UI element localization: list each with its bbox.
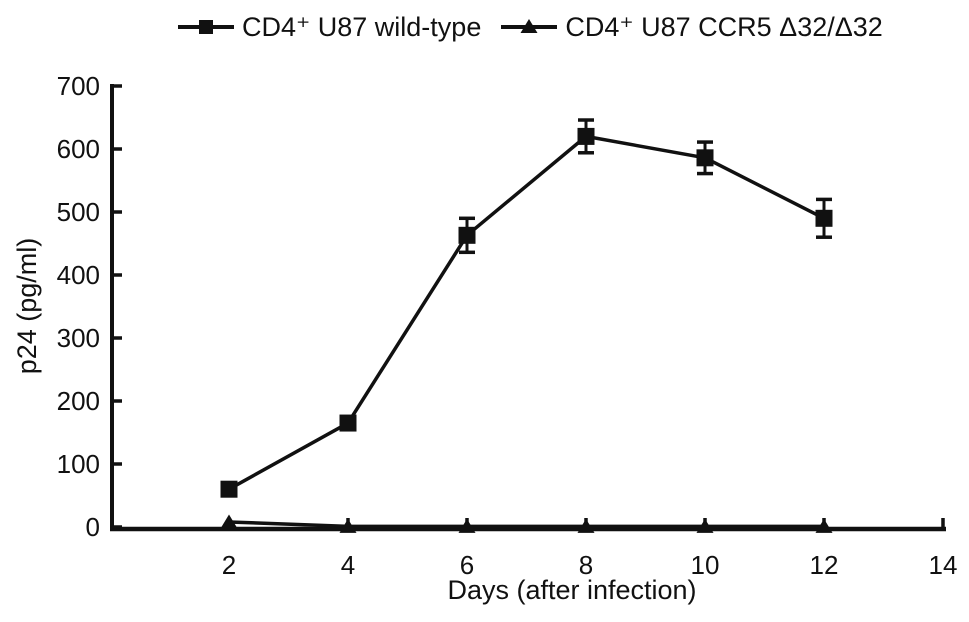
series-line [228,520,824,529]
triangle-marker-icon [501,19,558,33]
y-tick-label: 700 [57,71,100,101]
data-point-square [577,127,595,145]
y-tick-label: 200 [57,386,100,416]
legend-label-ccr5: CD4⁺ U87 CCR5 Δ32/Δ32 [565,11,883,42]
data-point-triangle [458,518,476,533]
y-tick-label: 400 [57,260,100,290]
data-point-square [696,149,714,167]
x-tick-label: 14 [929,550,958,580]
x-tick-label: 8 [579,550,593,580]
series-line [228,134,825,491]
data-point-square [815,209,833,227]
y-tick-label: 500 [57,197,100,227]
x-tick-label: 4 [341,550,355,580]
x-tick-label: 12 [810,550,839,580]
y-tick-label: 300 [57,323,100,353]
y-tick-label: 100 [57,449,100,479]
legend-label-wild-type: CD4⁺ U87 wild-type [242,11,482,42]
x-tick-label: 6 [460,550,474,580]
data-point-triangle [696,518,714,533]
x-tick-label: 10 [691,550,720,580]
y-tick-label: 600 [57,134,100,164]
y-tick-label: 0 [86,512,100,542]
x-tick-label: 2 [222,550,236,580]
x-axis-title: Days (after infection) [447,575,696,605]
data-point-triangle [815,518,833,533]
series-wild-type [220,118,833,498]
square-marker-icon [178,20,234,34]
legend-item-ccr5: CD4⁺ U87 CCR5 Δ32/Δ32 [501,11,883,42]
data-point-triangle [339,518,357,533]
series-ccr5 [220,514,833,533]
legend: CD4⁺ U87 wild-type CD4⁺ U87 CCR5 Δ32/Δ32 [178,8,883,46]
y-tick-group: 0 100 200 300 400 500 600 700 [57,71,122,542]
data-point-triangle [577,518,595,533]
data-point-square [339,414,357,432]
data-point-square [220,480,238,498]
y-axis-title: p24 (pg/ml) [12,238,42,375]
data-point-triangle [220,514,238,529]
legend-item-wild-type: CD4⁺ U87 wild-type [178,11,482,42]
axes [110,84,946,532]
data-point-square [458,226,476,244]
